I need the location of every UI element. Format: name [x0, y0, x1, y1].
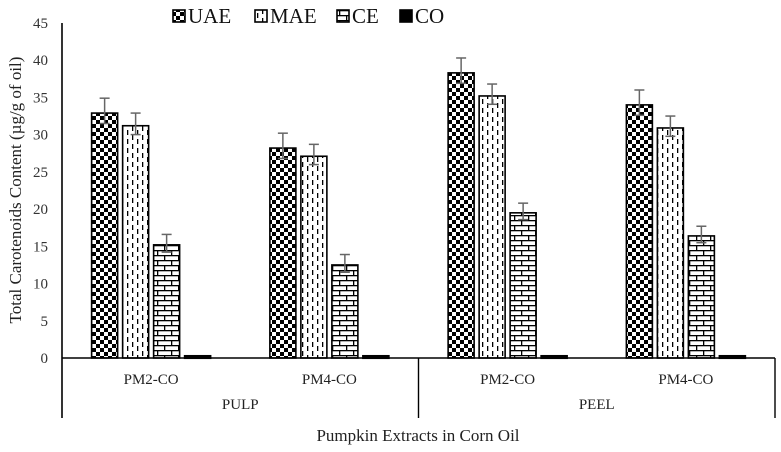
y-tick-label: 40 — [33, 53, 48, 69]
y-tick-label: 5 — [41, 314, 49, 330]
y-tick-label: 10 — [33, 277, 48, 293]
y-axis-title: Total Carotenoids Content (µg/g of oil) — [6, 57, 25, 324]
y-tick-label: 45 — [33, 16, 48, 32]
legend-swatch — [399, 9, 413, 23]
legend-item-mae: MAE — [254, 4, 317, 28]
y-axis: 0 5 10 15 20 25 30 35 40 45 — [33, 16, 63, 418]
y-tick-label: 15 — [33, 239, 48, 255]
category-label: PM4-CO — [302, 372, 357, 388]
legend-label: CE — [352, 4, 379, 28]
category-label: PM4-CO — [658, 372, 713, 388]
y-tick-label: 0 — [41, 351, 49, 367]
group-label: PEEL — [579, 397, 615, 413]
legend-label: MAE — [270, 4, 317, 28]
bar-uae — [90, 112, 119, 359]
legend-item-ce: CE — [336, 4, 379, 28]
group-label: PULP — [222, 397, 259, 413]
bar-ce — [331, 264, 359, 359]
bar-uae — [625, 104, 654, 359]
y-tick-label: 35 — [33, 90, 48, 106]
category-label: PM2-CO — [480, 372, 535, 388]
y-tick-label: 20 — [33, 202, 48, 218]
bar-ce — [687, 235, 716, 359]
legend-label: UAE — [188, 4, 231, 28]
bar-mae — [478, 95, 506, 359]
legend-swatch — [172, 9, 186, 23]
bar-mae — [300, 155, 328, 359]
bar-uae — [269, 147, 297, 359]
bar-uae — [447, 72, 475, 359]
x-axis-title: Pumpkin Extracts in Corn Oil — [316, 426, 519, 445]
bar-mae — [121, 124, 150, 359]
y-tick-label: 30 — [33, 128, 48, 144]
bar-ce — [509, 212, 537, 359]
legend-swatch — [254, 9, 268, 23]
category-label: PM2-CO — [124, 372, 179, 388]
legend-label: CO — [415, 4, 444, 28]
y-tick-label: 25 — [33, 165, 48, 181]
bar-ce — [152, 244, 181, 359]
x-axis: PULP PM2-CO PM4-CO PEEL PM2-CO PM4-CO — [62, 357, 776, 418]
bars — [90, 57, 747, 360]
legend-swatch — [336, 9, 350, 23]
bar-mae — [656, 127, 685, 359]
legend: UAE MAE CE CO — [172, 4, 444, 28]
legend-item-co: CO — [399, 4, 444, 28]
legend-item-uae: UAE — [172, 4, 231, 28]
